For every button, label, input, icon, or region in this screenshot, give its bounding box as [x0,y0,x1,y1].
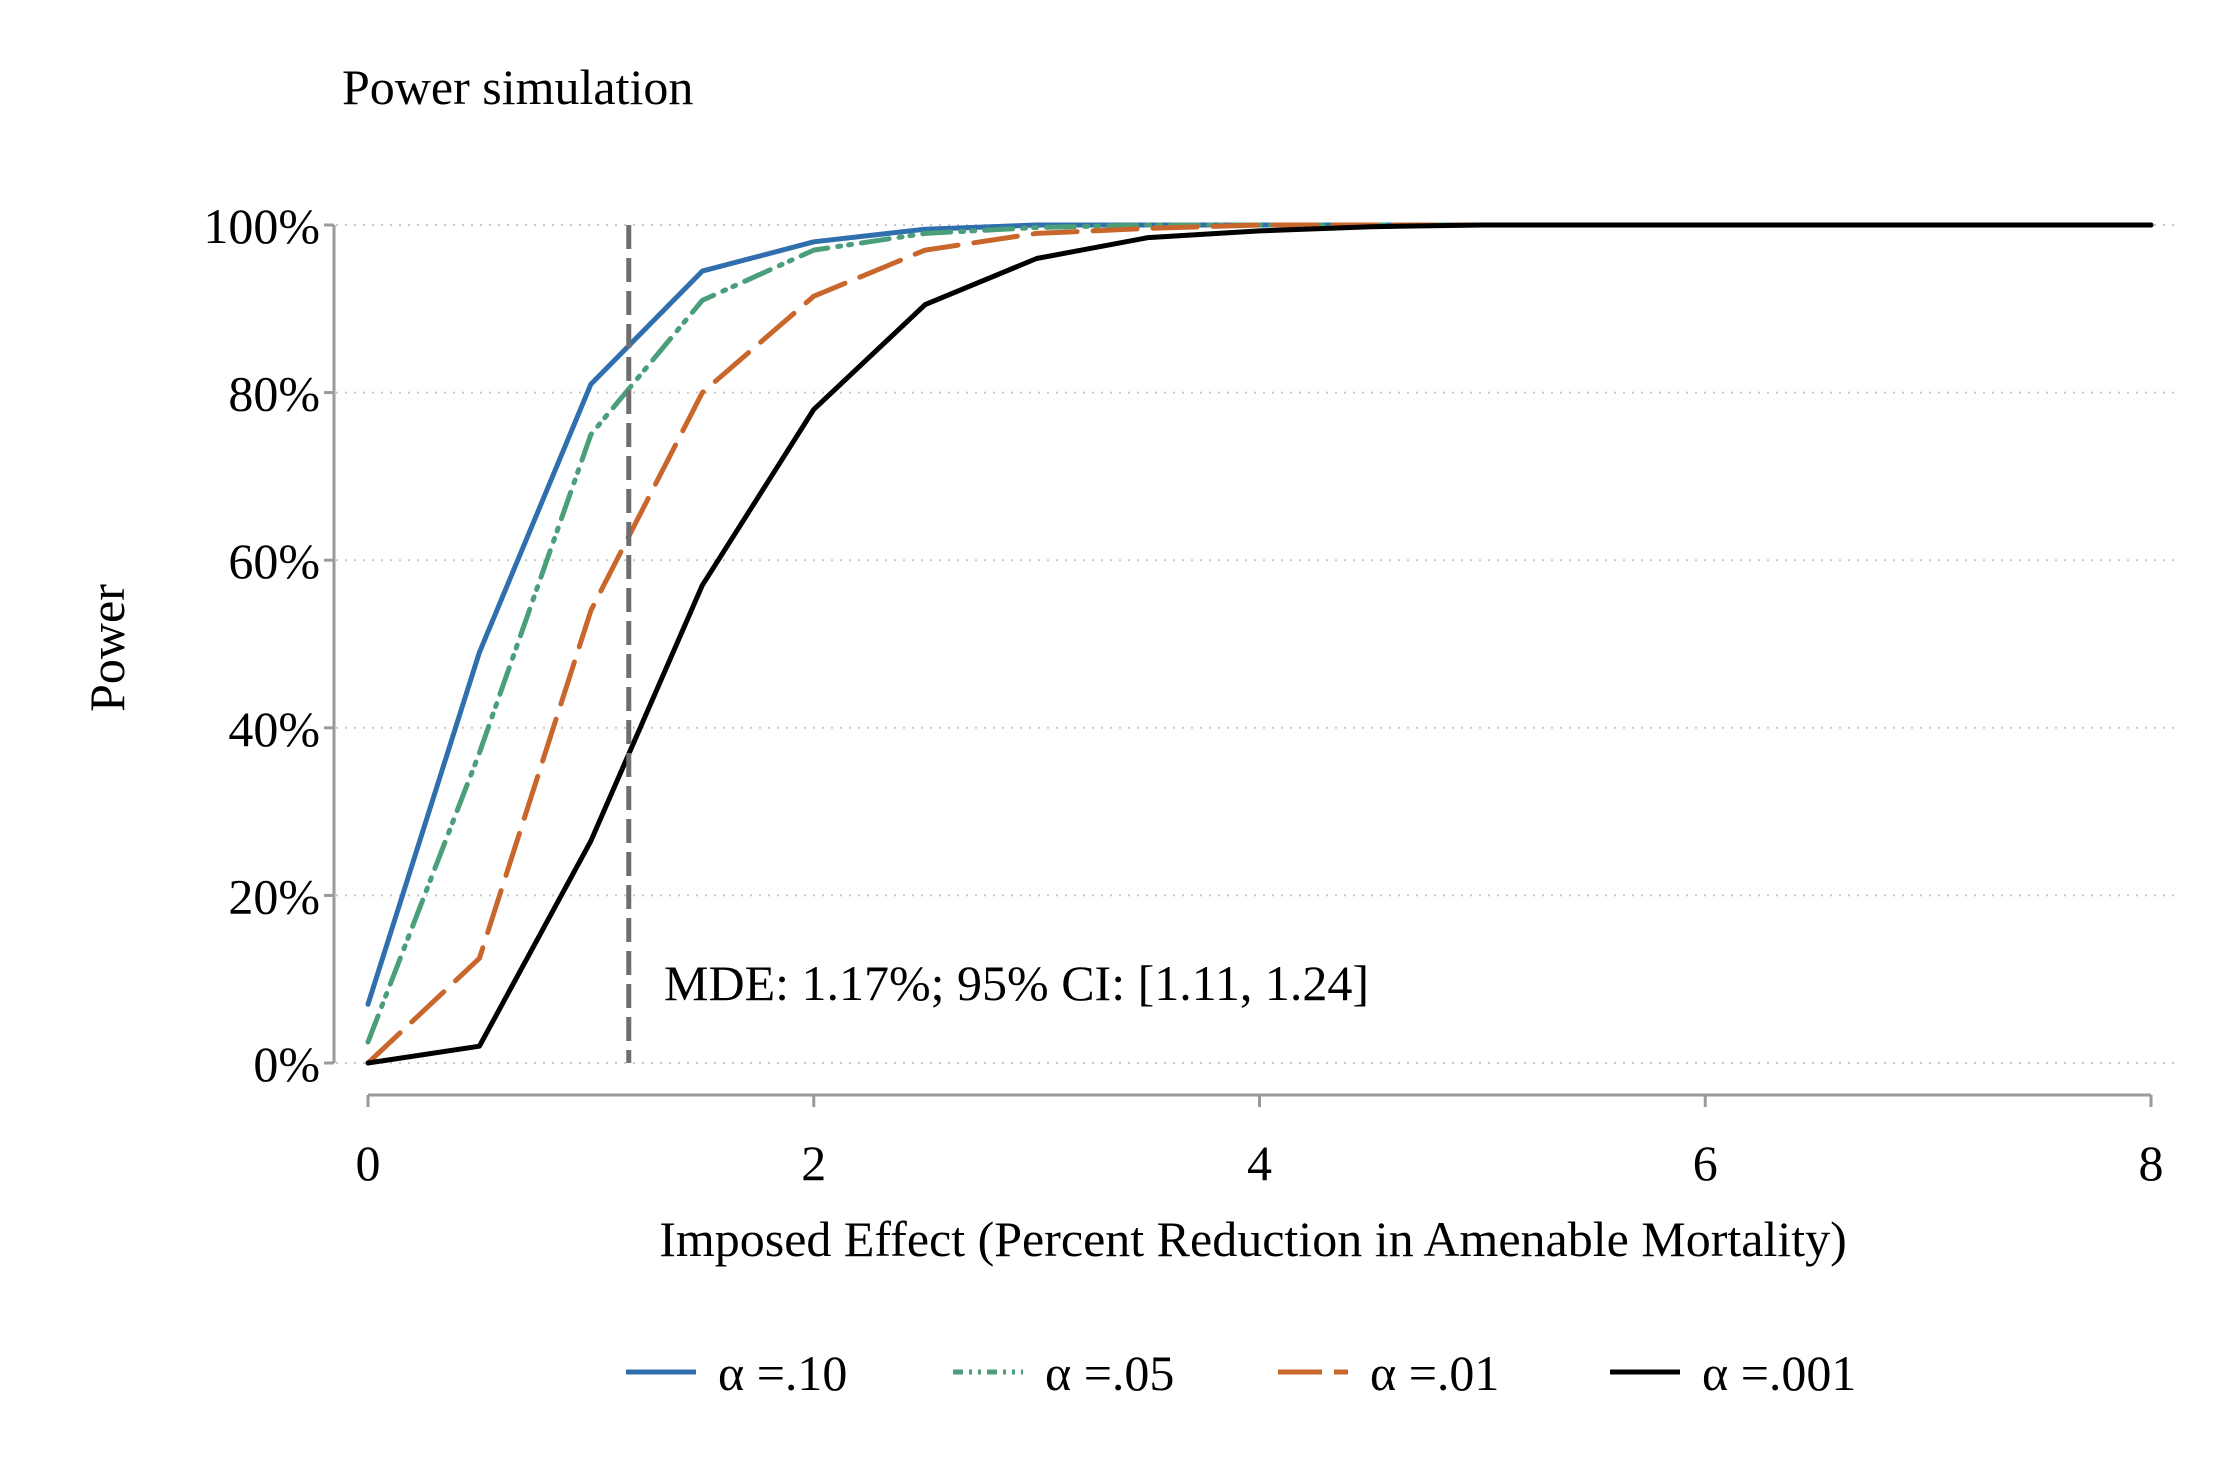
mde-annotation: MDE: 1.17%; 95% CI: [1.11, 1.24] [626,225,1369,1063]
y-tick-label: 0% [253,1036,320,1092]
y-tick-label: 40% [228,701,320,757]
x-tick-label: 8 [2139,1135,2164,1191]
x-tick-label: 4 [1247,1135,1272,1191]
tick-labels: 0% 20% 40% 60% 80% 100% 0 2 4 6 8 [203,198,2163,1191]
series-lines [365,222,2154,1066]
x-axis-label: Imposed Effect (Percent Reduction in Ame… [659,1211,1847,1267]
y-tick-label: 80% [228,366,320,422]
x-tick-label: 6 [1693,1135,1718,1191]
y-axis-label: Power [79,584,135,712]
legend-label-2: α =.01 [1370,1345,1499,1401]
y-tick-label: 60% [228,533,320,589]
mde-annotation-text: MDE: 1.17%; 95% CI: [1.11, 1.24] [664,955,1369,1011]
y-tick-label: 100% [203,198,320,254]
series-line-2 [365,222,2154,1066]
legend-label-0: α =.10 [718,1345,847,1401]
y-tick-label: 20% [228,868,320,924]
x-tick-label: 2 [801,1135,826,1191]
series-line-3 [365,222,2154,1066]
series-line-1 [365,222,2154,1045]
legend-label-3: α =.001 [1702,1345,1856,1401]
x-tick-label: 0 [356,1135,381,1191]
series-line-0 [365,222,2154,1007]
axes [324,223,2153,1107]
gridlines [336,224,2175,1064]
chart-title: Power simulation [342,59,693,115]
legend: α =.10 α =.05 α =.01 α =.001 [626,1345,1856,1401]
legend-label-1: α =.05 [1045,1345,1174,1401]
